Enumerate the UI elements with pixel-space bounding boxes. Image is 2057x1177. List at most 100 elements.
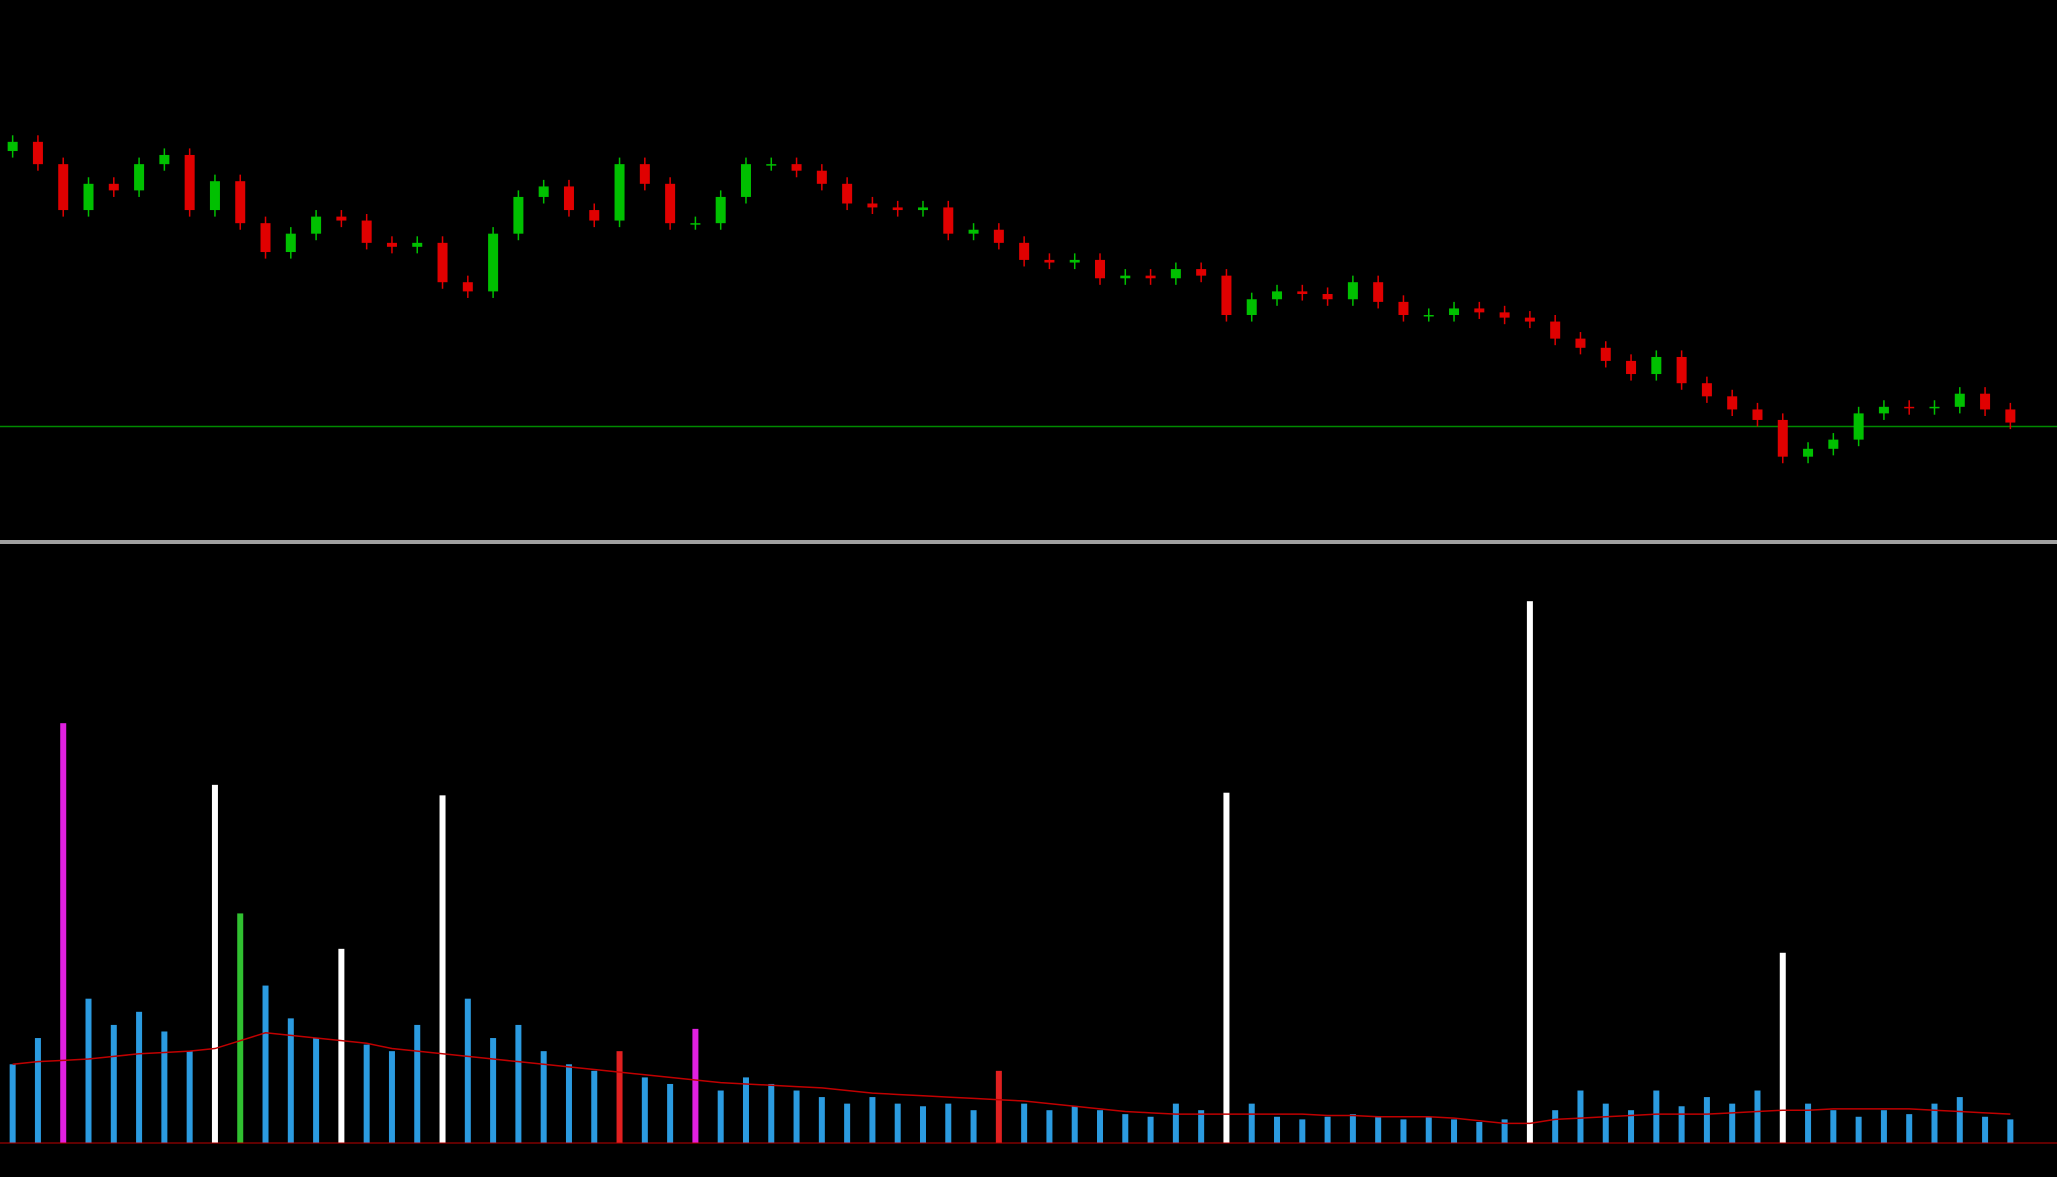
candle-body [437, 242, 448, 283]
candle-body [1347, 282, 1358, 300]
volume-bar [2007, 1119, 2014, 1143]
candle-body [715, 196, 726, 224]
candle-body [1777, 419, 1788, 457]
candle-body [32, 141, 43, 165]
volume-bar [1248, 1103, 1255, 1143]
candle-body [563, 186, 574, 211]
volume-bar [338, 948, 345, 1143]
volume-bar [161, 1031, 168, 1143]
candle-body [1600, 347, 1611, 361]
volume-bar [844, 1103, 851, 1143]
candle-body [740, 164, 751, 197]
volume-bar [919, 1106, 926, 1143]
volume-bar [1147, 1116, 1154, 1143]
candle-body [917, 207, 928, 211]
candle-body [1095, 259, 1106, 279]
candle-body [1701, 383, 1712, 397]
volume-bar [1299, 1119, 1306, 1143]
candle-body [665, 183, 676, 224]
volume-bar [363, 1044, 370, 1143]
volume-bar [1501, 1119, 1508, 1143]
volume-bar [287, 1018, 294, 1143]
volume-bar [1476, 1122, 1483, 1143]
volume-bar [641, 1077, 648, 1143]
candle-body [1980, 393, 1991, 410]
volume-bar [1956, 1097, 1963, 1143]
candle-body [639, 164, 650, 184]
candle-body [1044, 259, 1055, 263]
volume-bar [1982, 1116, 1989, 1143]
volume-bar [591, 1070, 598, 1143]
volume-bar [313, 1038, 320, 1143]
volume-bar [1653, 1090, 1660, 1143]
volume-bar [1628, 1110, 1635, 1143]
candle-body [1398, 301, 1409, 315]
candle-body [1322, 294, 1333, 300]
candle-body [1449, 308, 1460, 315]
candle-body [1499, 312, 1510, 318]
volume-bar [237, 913, 244, 1143]
volume-bar [1906, 1114, 1913, 1143]
volume-bar [1729, 1103, 1736, 1143]
candle-body [1878, 406, 1889, 414]
candle-body [412, 242, 423, 247]
volume-bar [515, 1024, 522, 1143]
volume-bar [1400, 1119, 1407, 1143]
candle-body [943, 207, 954, 234]
candle-body [1373, 282, 1384, 302]
volume-bar [1602, 1103, 1609, 1143]
candle-body [1752, 409, 1763, 420]
candle-body [791, 164, 802, 171]
volume-bar [186, 1051, 193, 1143]
candle-body [1221, 275, 1232, 315]
candle-body [816, 170, 827, 184]
volume-bar [262, 985, 269, 1143]
volume-bar [34, 1038, 41, 1143]
volume-bar [1223, 792, 1230, 1143]
volume-bar [85, 998, 92, 1143]
candle-body [260, 223, 271, 253]
candle-body [1550, 321, 1561, 339]
candle-body [1474, 308, 1485, 313]
volume-bar [1122, 1114, 1129, 1143]
volume-bar [717, 1090, 724, 1143]
candle-body [58, 164, 69, 211]
volume-bar [464, 998, 471, 1143]
volume-bar [1198, 1110, 1205, 1143]
candle-body [1196, 269, 1207, 276]
candle-body [842, 183, 853, 204]
candle-body [1803, 448, 1814, 457]
candle-body [1170, 269, 1181, 279]
candle-body [1651, 356, 1662, 375]
volume-bar [388, 1051, 395, 1143]
candle-body [108, 183, 119, 191]
volume-bar [1425, 1116, 1432, 1143]
volume-bar [60, 723, 67, 1143]
volume-bar [1678, 1106, 1685, 1143]
volume-bar [211, 784, 218, 1143]
volume-bar [136, 1011, 143, 1143]
candle-body [134, 164, 145, 191]
candle-body [7, 141, 18, 152]
candle-body [1727, 396, 1738, 410]
candle-body [513, 196, 524, 234]
candle-body [1929, 406, 1940, 409]
volume-bar [894, 1103, 901, 1143]
volume-bar [742, 1077, 749, 1143]
candle-body [83, 183, 94, 211]
candle-body [1069, 259, 1080, 263]
volume-bar [1349, 1114, 1356, 1143]
candle-body [968, 229, 979, 234]
candle-body [1676, 356, 1687, 384]
volume-bar [1274, 1116, 1281, 1143]
volume-bar [1324, 1116, 1331, 1143]
volume-bar [818, 1097, 825, 1143]
volume-bar [1021, 1103, 1028, 1143]
volume-bar [1526, 601, 1533, 1143]
candle-body [2005, 409, 2016, 423]
candle-body [1828, 439, 1839, 449]
candle-body [993, 229, 1004, 243]
